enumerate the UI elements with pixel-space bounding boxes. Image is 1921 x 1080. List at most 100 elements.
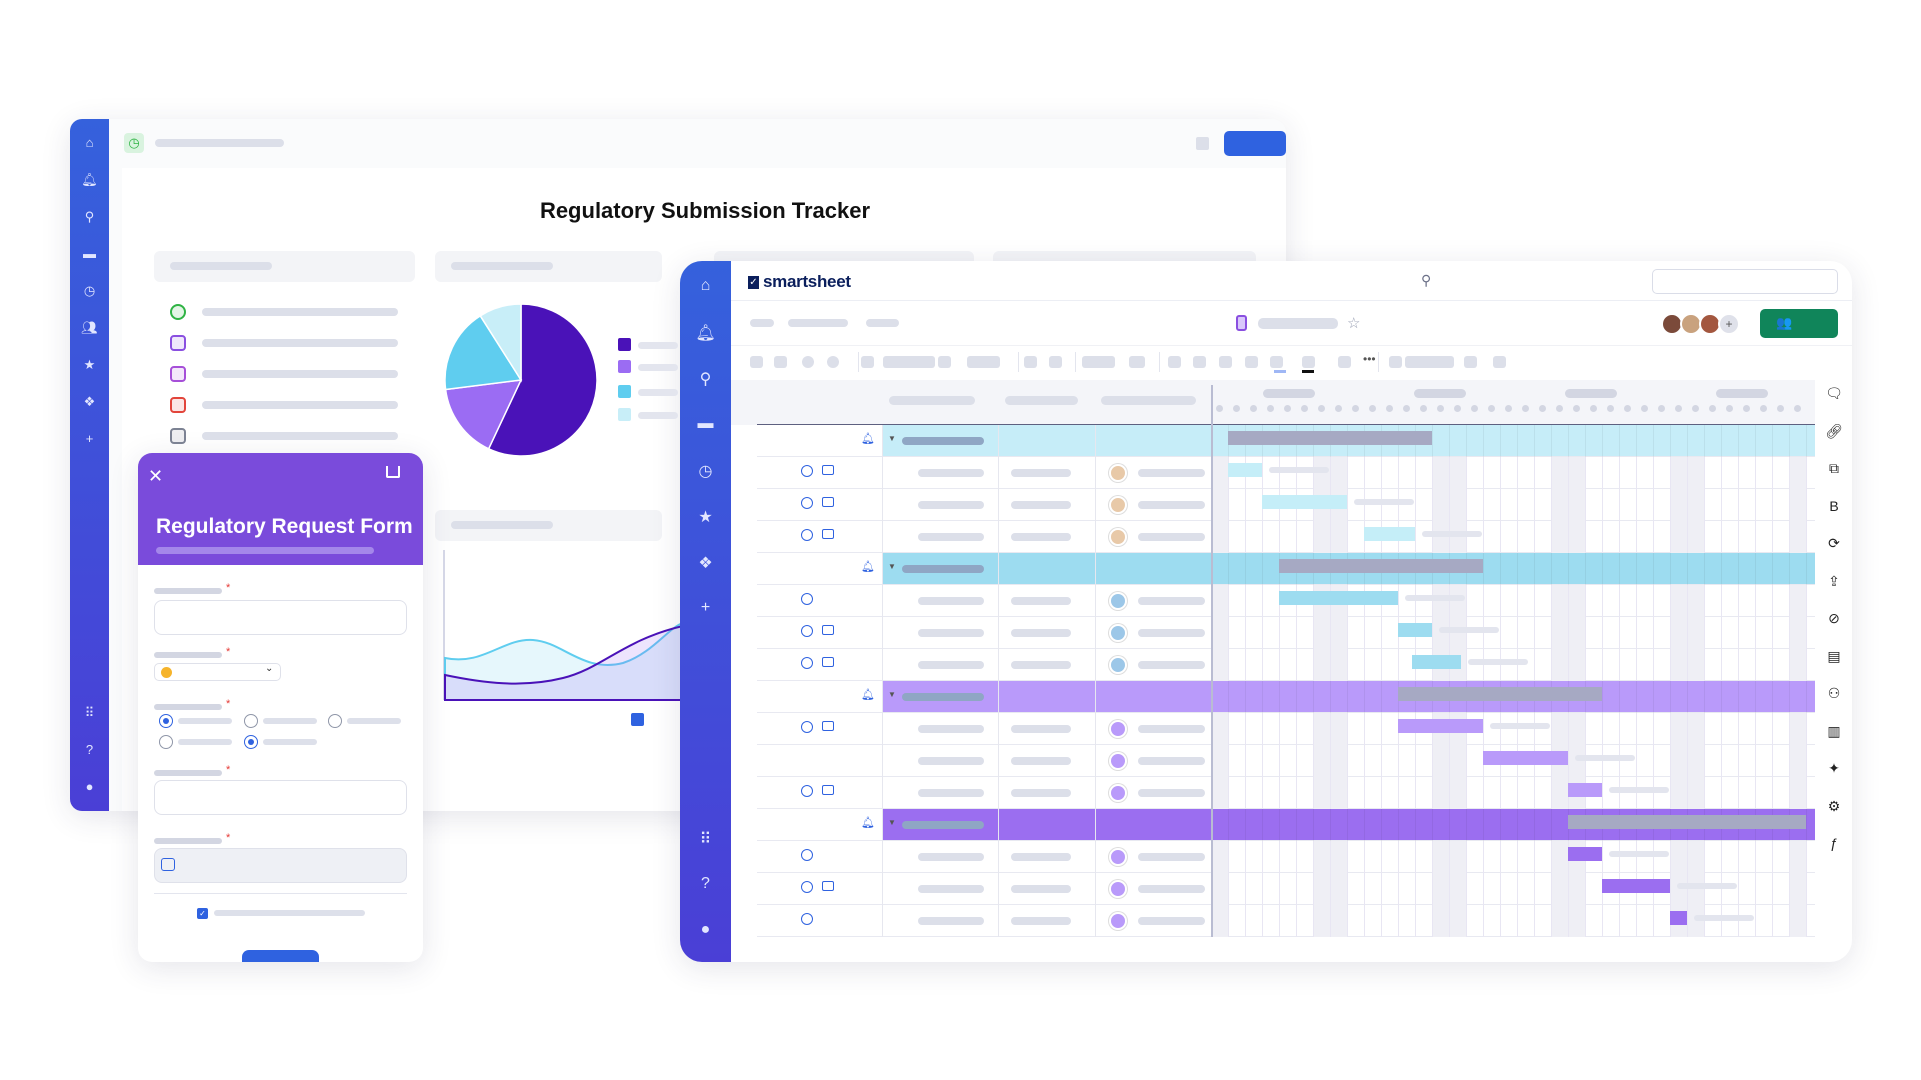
radio-option[interactable] [159, 714, 173, 728]
task-gantt-bar[interactable] [1568, 847, 1602, 861]
more-icon[interactable]: ••• [1363, 352, 1376, 366]
ai-chart-icon[interactable]: ✦ [1828, 760, 1840, 776]
search-icon[interactable]: ⚲ [1421, 272, 1432, 288]
task-gantt-bar[interactable] [1602, 879, 1670, 893]
column-header[interactable] [889, 396, 975, 405]
comment-icon[interactable] [822, 465, 834, 475]
reminder-bell-icon[interactable]: 🔔︎ [861, 689, 875, 701]
gantt-task-row[interactable] [757, 745, 1815, 777]
toolbar-button[interactable] [1405, 356, 1454, 368]
comment-icon[interactable] [822, 497, 834, 507]
comment-icon[interactable] [822, 625, 834, 635]
timeline-split-divider[interactable] [1211, 385, 1213, 937]
comment-icon[interactable] [822, 785, 834, 795]
summary-gantt-bar[interactable] [1568, 815, 1806, 829]
activity-icon[interactable]: ⊘ [1828, 610, 1840, 626]
status-select[interactable]: ⌄ [154, 663, 281, 681]
column-header[interactable] [1005, 396, 1078, 405]
clock-icon[interactable]: ◷ [83, 283, 96, 298]
toolbar-button[interactable] [1464, 356, 1477, 368]
gantt-task-row[interactable] [757, 521, 1815, 553]
date-input[interactable] [154, 848, 407, 883]
toolbar-button[interactable] [1245, 356, 1258, 368]
assignee-avatar[interactable] [1109, 624, 1127, 642]
proofs-icon[interactable]: ⧉ [1829, 460, 1839, 476]
gantt-task-row[interactable] [757, 905, 1815, 937]
gantt-task-row[interactable] [757, 649, 1815, 681]
dashboard-menu-button[interactable] [1196, 137, 1209, 150]
collapse-chevron-icon[interactable]: ▼ [888, 690, 896, 699]
radio-option[interactable] [159, 735, 173, 749]
toolbar-button[interactable] [1389, 356, 1402, 368]
toolbar-button[interactable] [1168, 356, 1181, 368]
solutions-icon[interactable]: ❖ [83, 394, 96, 409]
task-gantt-bar[interactable] [1568, 783, 1602, 797]
summary-gantt-bar[interactable] [1279, 559, 1483, 573]
search-icon[interactable]: ⚲ [699, 371, 712, 388]
assignee-avatar[interactable] [1109, 720, 1127, 738]
star-icon[interactable]: ★ [83, 357, 96, 372]
text-input[interactable] [154, 600, 407, 635]
list-item-placeholder[interactable] [202, 308, 398, 316]
plus-icon[interactable]: + [700, 599, 711, 616]
assignee-avatar[interactable] [1109, 912, 1127, 930]
pie-slice[interactable] [444, 379, 523, 450]
pie-slice[interactable] [444, 314, 523, 391]
comment-icon[interactable]: 🗨︎ [1825, 385, 1843, 401]
pie-slice[interactable] [487, 303, 598, 457]
toolbar-button[interactable] [1024, 356, 1037, 368]
radio-option[interactable] [244, 735, 258, 749]
home-icon[interactable]: ⌂ [85, 135, 94, 150]
task-gantt-bar[interactable] [1670, 911, 1687, 925]
comment-icon[interactable] [822, 721, 834, 731]
attachment-icon[interactable] [801, 721, 813, 733]
comment-icon[interactable] [822, 881, 834, 891]
folder-icon[interactable]: ▬ [83, 246, 96, 261]
collapse-chevron-icon[interactable]: ▼ [888, 818, 896, 827]
list-item-placeholder[interactable] [202, 432, 398, 440]
folder-icon[interactable]: ▬ [697, 415, 714, 432]
briefcase-icon[interactable]: B [1829, 497, 1839, 514]
apps-icon[interactable]: ⠿ [84, 705, 95, 720]
gantt-task-row[interactable] [757, 841, 1815, 873]
attachment-icon[interactable] [801, 529, 813, 541]
toolbar-button[interactable] [861, 356, 874, 368]
attachment-icon[interactable] [801, 785, 813, 797]
gantt-task-row[interactable] [757, 457, 1815, 489]
toolbar-button[interactable] [1049, 356, 1062, 368]
toolbar-button[interactable] [802, 356, 814, 368]
share-sheet-button[interactable]: 👥 [1760, 309, 1838, 338]
star-icon[interactable]: ★ [698, 509, 713, 526]
list-item-placeholder[interactable] [202, 370, 398, 378]
breadcrumb-item[interactable] [750, 319, 774, 327]
task-gantt-bar[interactable] [1398, 719, 1483, 733]
assignee-avatar[interactable] [1109, 496, 1127, 514]
apps-icon[interactable]: ⠿ [699, 831, 712, 848]
toolbar-button[interactable] [827, 356, 839, 368]
attachment-icon[interactable] [801, 593, 813, 605]
toolbar-button[interactable] [938, 356, 951, 368]
attachment-icon[interactable] [801, 881, 813, 893]
home-icon[interactable]: ⌂ [700, 277, 711, 294]
toolbar-button[interactable] [1302, 356, 1315, 368]
task-gantt-bar[interactable] [1228, 463, 1262, 477]
assignee-avatar[interactable] [1109, 592, 1127, 610]
update-requests-icon[interactable]: ⟳ [1828, 535, 1840, 551]
dashboard-icon[interactable]: ▥ [1827, 722, 1841, 739]
profile-icon[interactable]: ● [85, 779, 94, 794]
toolbar-button[interactable] [774, 356, 787, 368]
reminder-bell-icon[interactable]: 🔔︎ [861, 433, 875, 445]
summary-icon[interactable]: ▤ [1827, 647, 1841, 664]
solutions-icon[interactable]: ❖ [698, 555, 713, 572]
dashboard-share-button[interactable] [1224, 131, 1286, 156]
bell-icon[interactable]: 🔔︎ [695, 325, 716, 342]
search-icon[interactable]: ⚲ [84, 209, 95, 224]
gantt-task-row[interactable] [757, 873, 1815, 905]
attachment-icon[interactable] [801, 849, 813, 861]
radio-option[interactable] [328, 714, 342, 728]
toolbar-button[interactable] [883, 356, 935, 368]
toolbar-button[interactable] [1219, 356, 1232, 368]
add-collaborator-button[interactable]: + [1718, 313, 1740, 335]
text-input[interactable] [154, 780, 407, 815]
task-gantt-bar[interactable] [1483, 751, 1568, 765]
